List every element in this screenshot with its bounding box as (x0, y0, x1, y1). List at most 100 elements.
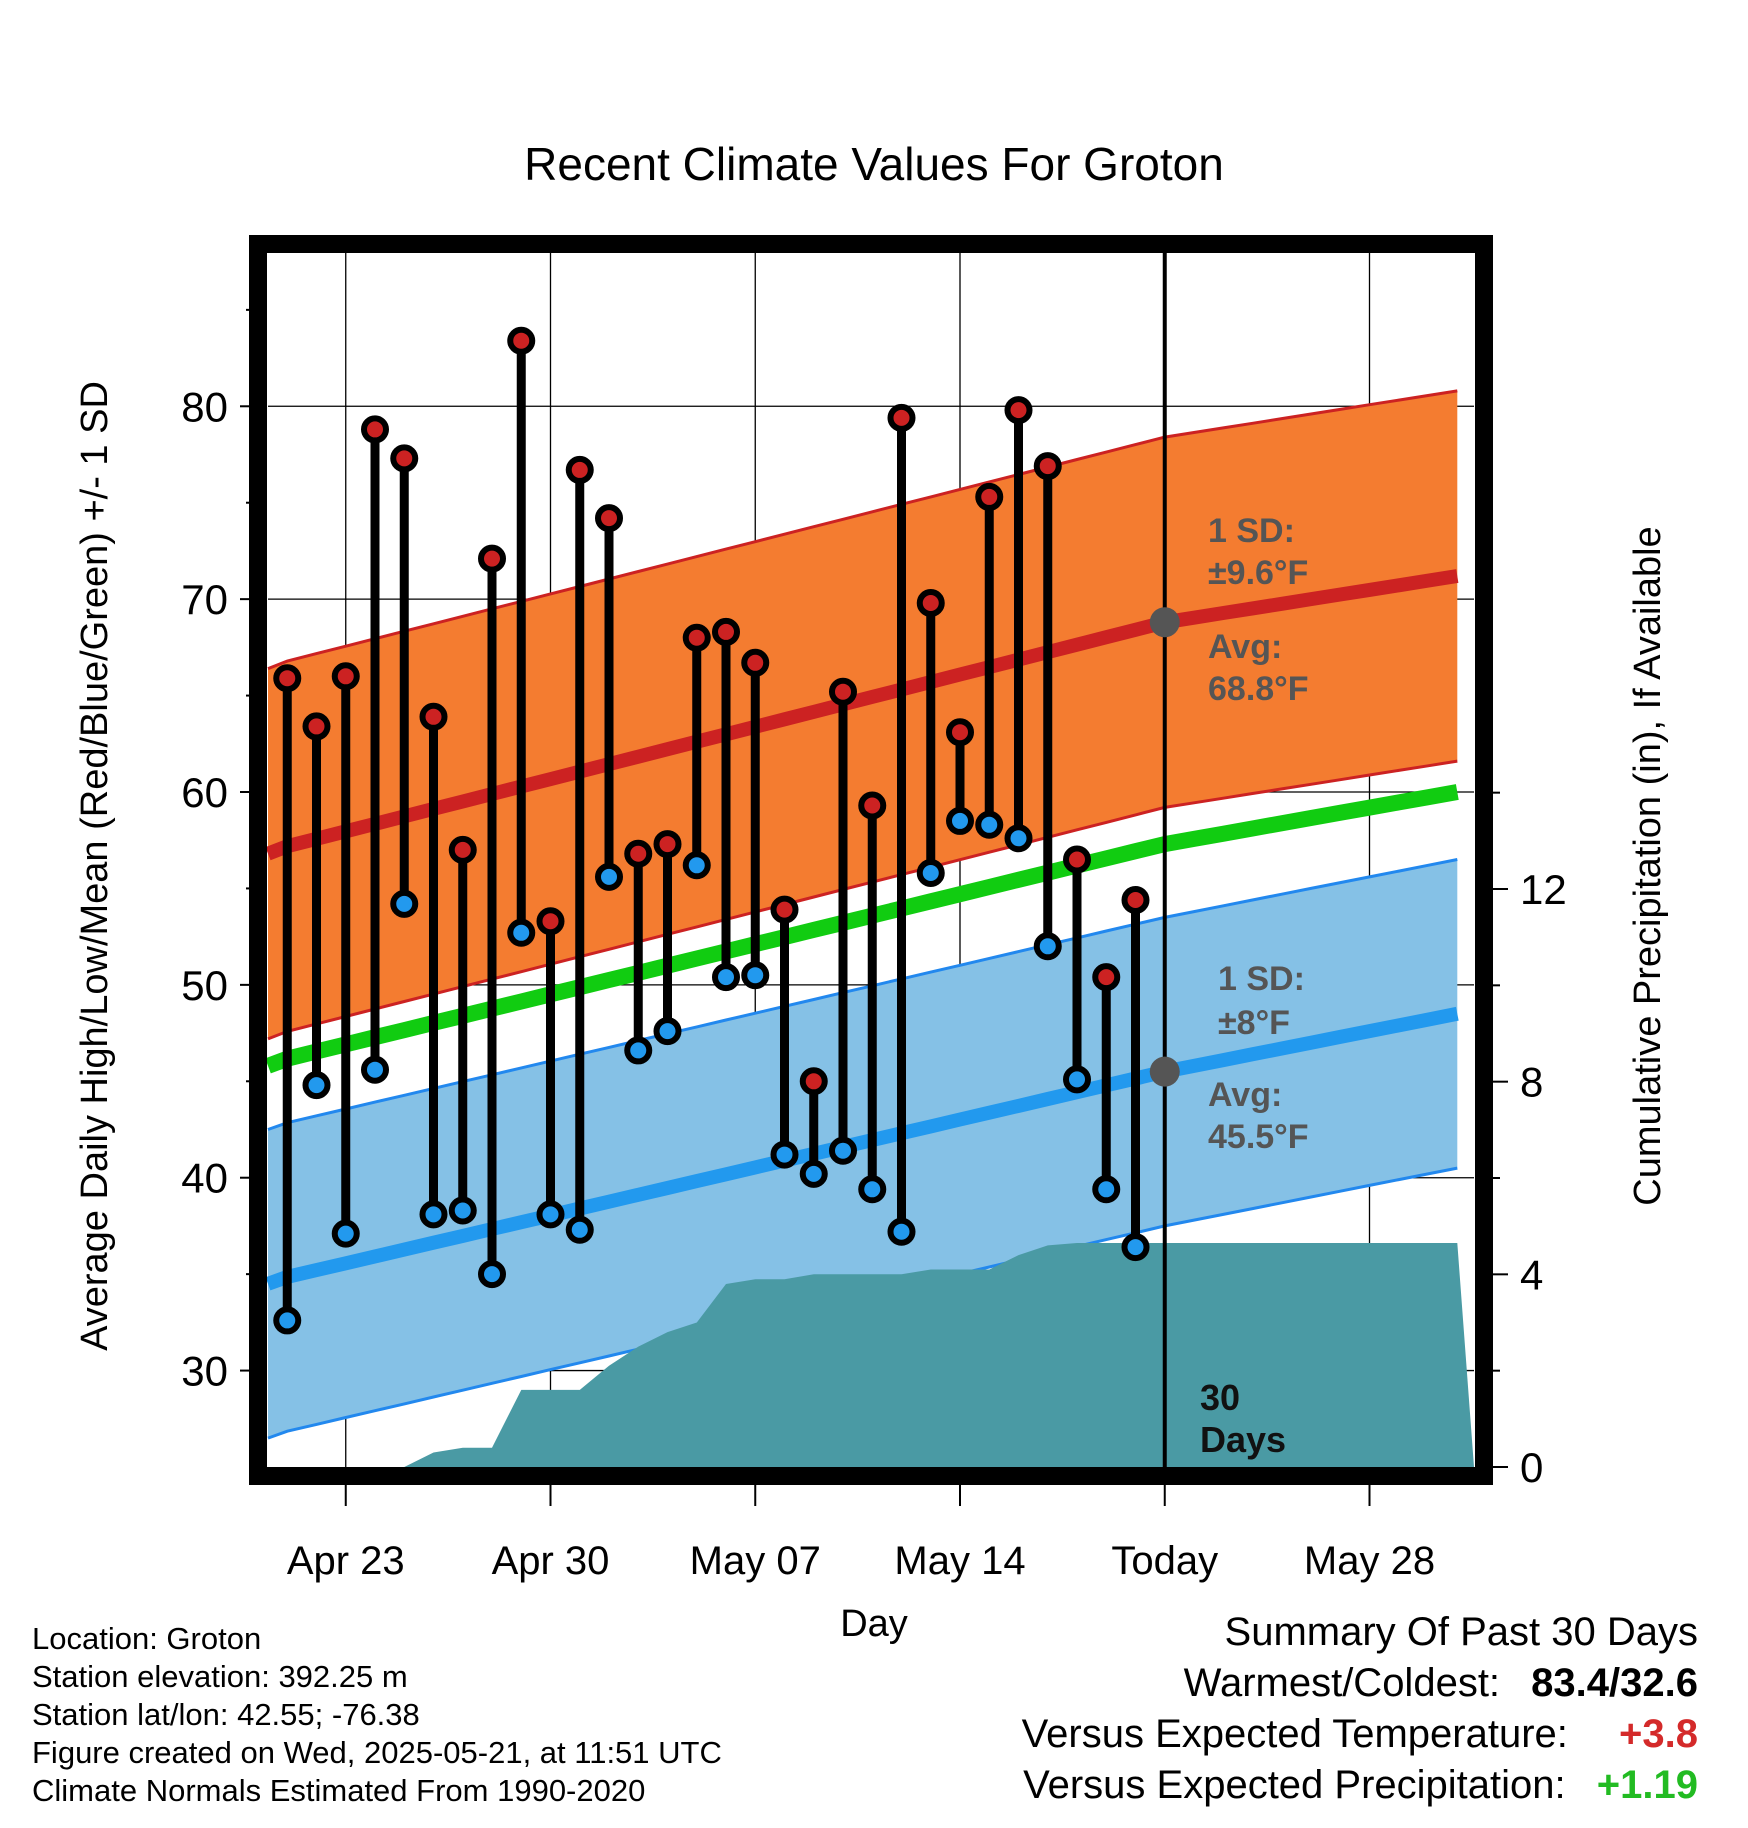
location-text: Location: Groton (32, 1621, 262, 1656)
created-text: Figure created on Wed, 2025-05-21, at 11… (32, 1735, 722, 1770)
normals-text: Climate Normals Estimated From 1990-2020 (32, 1773, 646, 1808)
warmest-coldest-label: Warmest/Coldest: (1183, 1661, 1501, 1705)
daily-high-point (1004, 396, 1033, 425)
y-tick-label: 30 (181, 1348, 228, 1395)
x-axis-label: Day (840, 1603, 908, 1645)
high-sd-label: 1 SD: (1208, 512, 1295, 550)
today-days-word: Days (1200, 1419, 1286, 1460)
daily-high-point (1063, 845, 1091, 874)
daily-low-point (448, 1196, 477, 1225)
y-tick-label: 50 (181, 962, 228, 1009)
daily-high-point (975, 482, 1004, 511)
daily-high-point (565, 455, 594, 484)
daily-high-point (361, 415, 389, 444)
daily-low-point (302, 1071, 331, 1100)
today-low-avg-marker (1149, 1056, 1180, 1087)
normal-low-line (265, 1006, 1459, 1291)
x-tick-label: May 28 (1304, 1539, 1435, 1583)
daily-high-point (799, 1067, 828, 1096)
daily-low-point (946, 806, 974, 835)
low-avg-value: 45.5°F (1208, 1118, 1309, 1156)
x-tick-label: Apr 30 (492, 1539, 610, 1583)
daily-high-point (419, 702, 448, 731)
temp-value: +3.8 (1619, 1712, 1698, 1756)
high-avg-value: 68.8°F (1208, 670, 1309, 708)
y2-tick-label: 12 (1520, 866, 1567, 913)
daily-low-point (712, 963, 740, 992)
daily-high-point (1121, 886, 1150, 914)
warmest-coldest-value: 83.4/32.6 (1531, 1661, 1698, 1705)
x-tick-label: Today (1111, 1539, 1218, 1583)
daily-low-point (1092, 1175, 1121, 1204)
daily-high-point (741, 648, 770, 677)
daily-high-point (653, 830, 682, 859)
daily-low-point (1121, 1233, 1150, 1262)
x-tick-label: May 14 (894, 1539, 1025, 1583)
daily-high-point (624, 839, 653, 868)
precipitation-area (375, 1243, 1474, 1467)
daily-low-point (478, 1260, 506, 1289)
y2-tick-label: 8 (1520, 1059, 1543, 1106)
daily-low-point (536, 1200, 565, 1229)
daily-low-point (770, 1140, 799, 1169)
high-sd-value: ±9.6°F (1208, 554, 1308, 592)
daily-high-point (946, 718, 974, 747)
x-tick-label: May 07 (690, 1539, 821, 1583)
daily-low-point (1004, 824, 1033, 853)
daily-low-point (273, 1306, 302, 1335)
normal-mean-line (265, 784, 1459, 1074)
daily-high-point (302, 712, 331, 741)
high-sd-band (268, 390, 1458, 1039)
daily-low-point (682, 851, 711, 880)
elevation-text: Station elevation: 392.25 m (32, 1659, 408, 1694)
daily-high-point (331, 662, 360, 691)
daily-low-point (858, 1175, 887, 1204)
daily-high-point (595, 504, 623, 533)
daily-high-point (536, 907, 565, 936)
precip-label: Versus Expected Precipitation: (1023, 1763, 1566, 1807)
station-metadata: Location: Groton Station elevation: 392.… (32, 1620, 722, 1810)
daily-high-point (682, 623, 711, 652)
daily-low-point (507, 918, 536, 947)
daily-low-point (653, 1017, 682, 1046)
precip-value: +1.19 (1596, 1763, 1698, 1807)
daily-low-point (331, 1219, 360, 1248)
daily-high-point (887, 403, 916, 432)
daily-high-point (478, 544, 506, 573)
daily-low-point (1033, 932, 1062, 961)
daily-low-point (390, 889, 419, 918)
today-high-avg-marker (1149, 607, 1180, 638)
y-tick-label: 60 (181, 769, 228, 816)
warmest-coldest-row: Warmest/Coldest: 83.4/32.6 (1022, 1658, 1698, 1709)
daily-low-point (829, 1136, 857, 1165)
normal-high-line (265, 569, 1459, 861)
low-sd-upper-line (267, 858, 1458, 1131)
daily-low-point (887, 1217, 916, 1246)
temp-label: Versus Expected Temperature: (1021, 1712, 1568, 1756)
latlon-text: Station lat/lon: 42.55; -76.38 (32, 1697, 420, 1732)
daily-low-point (741, 961, 770, 990)
daily-high-point (829, 677, 857, 706)
daily-high-point (712, 617, 740, 646)
low-avg-label: Avg: (1208, 1076, 1282, 1114)
daily-low-point (419, 1200, 448, 1229)
low-sd-label: 1 SD: (1218, 960, 1305, 998)
y2-axis-label: Cumulative Precipitation (in), If Availa… (1627, 526, 1669, 1205)
daily-low-point (565, 1215, 594, 1244)
high-avg-label: Avg: (1208, 628, 1282, 666)
daily-low-point (1063, 1065, 1091, 1094)
today-days-number: 30 (1200, 1377, 1240, 1418)
summary-panel: Summary Of Past 30 Days Warmest/Coldest:… (1022, 1607, 1698, 1811)
daily-low-point (361, 1055, 389, 1084)
daily-high-point (858, 791, 887, 820)
daily-high-point (916, 589, 945, 617)
low-sd-value: ±8°F (1218, 1004, 1290, 1042)
daily-high-point (507, 326, 536, 355)
y-axis-label: Average Daily High/Low/Mean (Red/Blue/Gr… (74, 381, 116, 1351)
daily-low-point (916, 859, 945, 887)
chart-title: Recent Climate Values For Groton (524, 138, 1224, 190)
temp-row: Versus Expected Temperature: +3.8 (1022, 1709, 1698, 1760)
daily-high-point (273, 664, 302, 693)
daily-high-point (770, 895, 799, 924)
